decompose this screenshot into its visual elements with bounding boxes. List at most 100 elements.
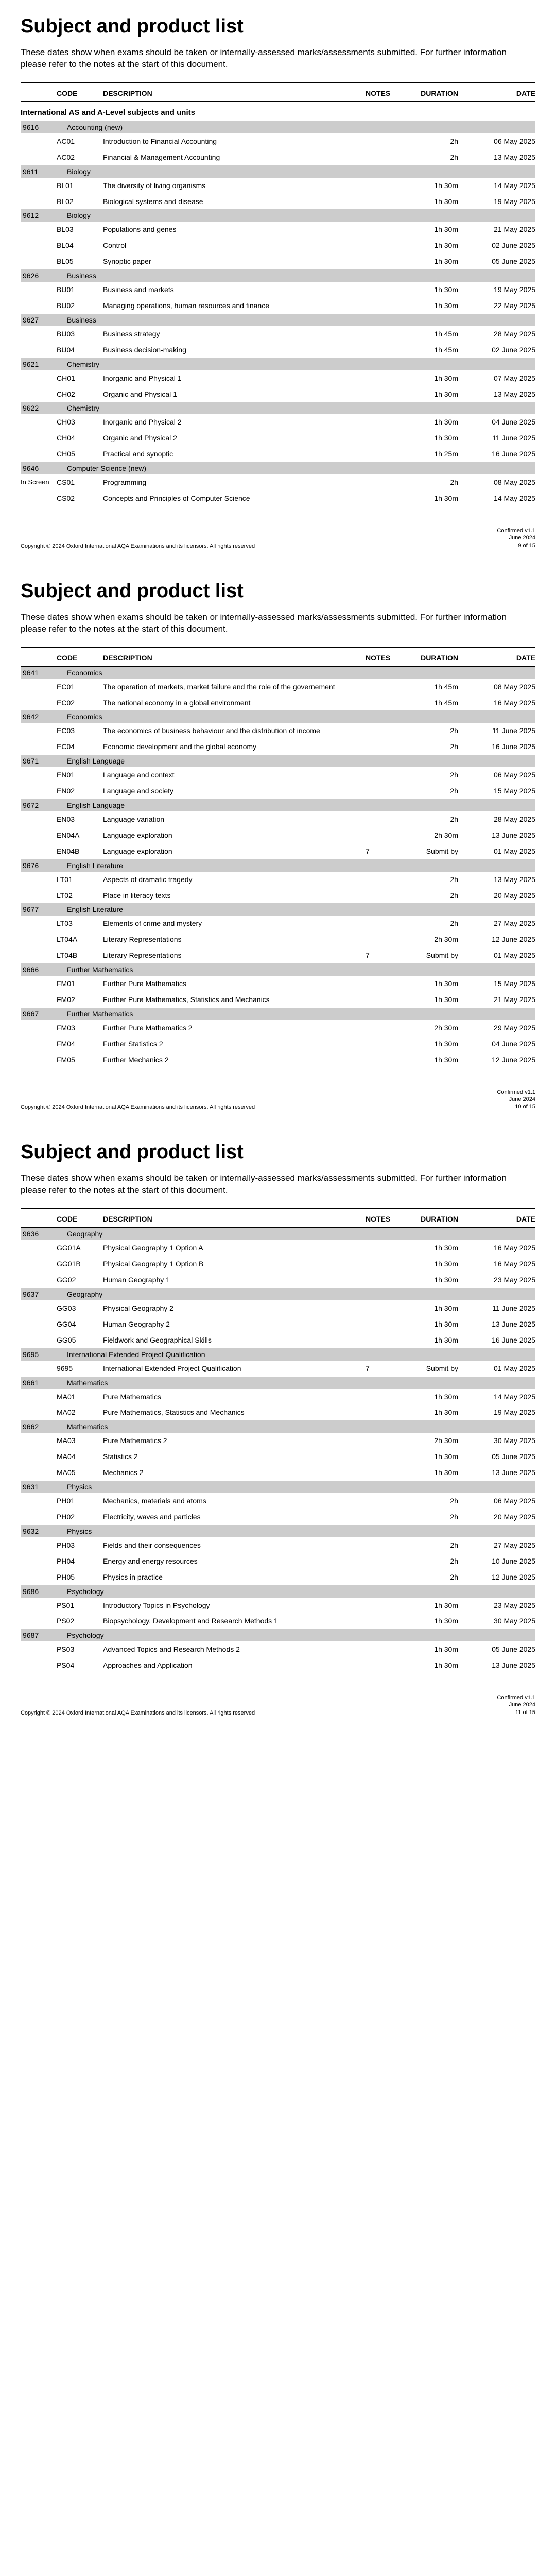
row-description: Pure Mathematics 2	[103, 1436, 366, 1446]
row-code: BU03	[57, 329, 103, 339]
row-prefix	[21, 1496, 57, 1506]
row-duration: 1h 30m	[412, 374, 468, 383]
table-row: GG03Physical Geography 21h 30m11 June 20…	[21, 1300, 535, 1316]
header-description: DESCRIPTION	[103, 89, 366, 97]
table-row: MA01Pure Mathematics1h 30m14 May 2025	[21, 1389, 535, 1405]
row-date: 13 June 2025	[468, 831, 535, 840]
table-row: PS04Approaches and Application1h 30m13 J…	[21, 1657, 535, 1673]
footer-right: Confirmed v1.1June 202410 of 15	[497, 1089, 535, 1111]
row-code: PH03	[57, 1540, 103, 1550]
row-prefix	[21, 1436, 57, 1446]
table-row: LT03Elements of crime and mystery2h27 Ma…	[21, 916, 535, 931]
table-row: EC02The national economy in a global env…	[21, 695, 535, 711]
row-notes	[366, 1616, 412, 1626]
row-description: Human Geography 1	[103, 1275, 366, 1285]
row-notes	[366, 137, 412, 146]
row-code: CH04	[57, 433, 103, 443]
table-row: GG05Fieldwork and Geographical Skills1h …	[21, 1332, 535, 1348]
group-name: Further Mathematics	[57, 1010, 535, 1018]
row-prefix	[21, 1572, 57, 1582]
row-date: 30 May 2025	[468, 1436, 535, 1446]
row-prefix	[21, 449, 57, 459]
row-notes	[366, 433, 412, 443]
group-name: Economics	[57, 669, 535, 677]
header-notes: NOTES	[366, 654, 412, 662]
row-prefix	[21, 1452, 57, 1462]
table-row: CH04Organic and Physical 21h 30m11 June …	[21, 430, 535, 446]
row-description: Populations and genes	[103, 225, 366, 234]
row-code: PS01	[57, 1601, 103, 1611]
table-row: MA04Statistics 21h 30m05 June 2025	[21, 1449, 535, 1465]
row-notes	[366, 1275, 412, 1285]
row-date: 04 June 2025	[468, 417, 535, 427]
table-header: CODEDESCRIPTIONNOTESDURATIONDATE	[21, 652, 535, 667]
row-code: MA04	[57, 1452, 103, 1462]
row-notes	[366, 770, 412, 780]
confirmed-date: June 2024	[497, 1701, 535, 1708]
row-notes	[366, 329, 412, 339]
row-code: PS04	[57, 1660, 103, 1670]
row-description: Mechanics, materials and atoms	[103, 1496, 366, 1506]
row-description: Energy and energy resources	[103, 1556, 366, 1566]
row-date: 06 May 2025	[468, 770, 535, 780]
row-date: 16 June 2025	[468, 742, 535, 752]
confirmed-date: June 2024	[497, 534, 535, 541]
row-date: 13 May 2025	[468, 389, 535, 399]
group-code: 9672	[21, 801, 57, 809]
row-notes	[366, 1512, 412, 1522]
group-name: Psychology	[57, 1631, 535, 1639]
row-code: EN04A	[57, 831, 103, 840]
row-notes	[366, 1601, 412, 1611]
row-description: Programming	[103, 478, 366, 487]
row-duration: 1h 30m	[412, 1601, 468, 1611]
row-code: FM01	[57, 979, 103, 989]
table-row: MA05Mechanics 21h 30m13 June 2025	[21, 1465, 535, 1481]
row-prefix	[21, 181, 57, 191]
row-duration: 1h 30m	[412, 257, 468, 266]
row-description: Financial & Management Accounting	[103, 152, 366, 162]
row-description: Elements of crime and mystery	[103, 919, 366, 928]
row-duration: 2h 30m	[412, 1023, 468, 1033]
row-date: 02 June 2025	[468, 345, 535, 355]
row-prefix	[21, 329, 57, 339]
header-duration: DURATION	[412, 89, 468, 97]
row-notes	[366, 1660, 412, 1670]
row-duration: 2h 30m	[412, 831, 468, 840]
group-code: 9641	[21, 669, 57, 677]
row-code: LT02	[57, 891, 103, 901]
row-description: Managing operations, human resources and…	[103, 301, 366, 311]
table-header: CODEDESCRIPTIONNOTESDURATIONDATE	[21, 87, 535, 102]
row-notes	[366, 682, 412, 692]
table-row: FM05Further Mechanics 21h 30m12 June 202…	[21, 1052, 535, 1068]
row-prefix	[21, 494, 57, 503]
row-duration: 2h	[412, 919, 468, 928]
row-prefix	[21, 152, 57, 162]
table-row: EN04ALanguage exploration2h 30m13 June 2…	[21, 827, 535, 843]
table-row: EC03The economics of business behaviour …	[21, 723, 535, 739]
subject-group-bar: 9616Accounting (new)	[21, 121, 535, 133]
row-description: Business strategy	[103, 329, 366, 339]
group-name: Business	[57, 272, 535, 280]
row-description: Physical Geography 2	[103, 1303, 366, 1313]
group-code: 9616	[21, 123, 57, 131]
row-duration: 1h 45m	[412, 682, 468, 692]
page-number: 10 of 15	[497, 1103, 535, 1110]
row-date: 08 May 2025	[468, 478, 535, 487]
row-date: 13 June 2025	[468, 1660, 535, 1670]
row-prefix	[21, 301, 57, 311]
row-description: Synoptic paper	[103, 257, 366, 266]
row-code: EC01	[57, 682, 103, 692]
row-date: 28 May 2025	[468, 815, 535, 824]
row-duration: 2h	[412, 1572, 468, 1582]
page-footer: Copyright © 2024 Oxford International AQ…	[21, 1089, 535, 1116]
page-footer: Copyright © 2024 Oxford International AQ…	[21, 527, 535, 554]
row-prefix	[21, 1540, 57, 1550]
row-prefix	[21, 374, 57, 383]
table-row: BL05Synoptic paper1h 30m05 June 2025	[21, 253, 535, 269]
row-date: 15 May 2025	[468, 979, 535, 989]
row-code: CH05	[57, 449, 103, 459]
row-description: Language and society	[103, 786, 366, 796]
row-description: Electricity, waves and particles	[103, 1512, 366, 1522]
row-description: Economic development and the global econ…	[103, 742, 366, 752]
table-row: EC01The operation of markets, market fai…	[21, 679, 535, 695]
